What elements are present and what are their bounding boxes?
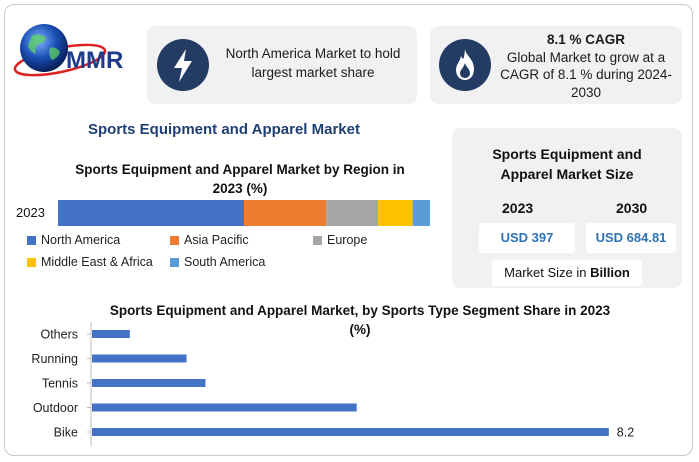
value-2023: USD 397	[500, 230, 554, 245]
market-size-title-line2: Apparel Market Size	[500, 166, 634, 182]
legend-label-south-america: South America	[184, 255, 266, 269]
legend-label-north-america: North America	[41, 233, 121, 247]
legend-swatch-asia-pacific	[170, 235, 179, 245]
region-chart-title-line1: Sports Equipment and Apparel Market by R…	[75, 162, 405, 177]
legend-south-america: South America	[170, 255, 265, 269]
data-label-bike: 8.2	[617, 426, 634, 440]
bar-outdoor	[92, 403, 357, 412]
bar-segment-north-america	[58, 200, 244, 226]
y-tick-label-others: Others	[40, 328, 78, 342]
cagr-title: 8.1 % CAGR	[546, 32, 626, 47]
cagr-line1: Global Market to grow at a	[506, 49, 666, 65]
unit-bold: Billion	[590, 265, 630, 280]
legend-label-asia-pacific: Asia Pacific	[184, 233, 249, 247]
unit-prefix: Market Size in	[504, 265, 591, 280]
mmr-logo: MMR	[10, 18, 140, 88]
y-tick-label-running: Running	[31, 352, 78, 366]
legend-swatch-middle-east-africa	[27, 257, 36, 267]
north-america-text-line2: largest market share	[251, 65, 375, 80]
market-size-title: Sports Equipment and Apparel Market Size	[452, 144, 682, 184]
north-america-text-line1: North America Market to hold	[225, 46, 401, 61]
sports-chart-title-line2: (%)	[349, 322, 371, 337]
market-size-card: Sports Equipment and Apparel Market Size…	[452, 128, 682, 288]
value-2030: USD 684.81	[595, 230, 667, 245]
legend-middle-east-africa: Middle East & Africa	[27, 255, 153, 269]
bar-running	[92, 354, 187, 363]
bar-segment-europe	[326, 200, 379, 226]
sports-chart-title: Sports Equipment and Apparel Market, by …	[60, 301, 660, 339]
market-size-title-line1: Sports Equipment and	[492, 146, 642, 162]
cagr-card: 8.1 % CAGR Global Market to grow at a CA…	[430, 26, 682, 104]
y-tick-label-outdoor: Outdoor	[33, 401, 78, 415]
north-america-text: North America Market to hold largest mar…	[215, 44, 411, 82]
legend-swatch-south-america	[170, 257, 179, 267]
bar-segment-south-america	[412, 200, 430, 226]
bar-bike	[92, 428, 609, 436]
bar-segment-middle-east-africa	[378, 200, 413, 226]
sports-bar-chart: Others Running Tennis Outdoor Bike 8.2	[31, 322, 634, 447]
legend-label-middle-east-africa: Middle East & Africa	[41, 255, 153, 269]
flame-icon	[439, 39, 491, 91]
region-chart-title: Sports Equipment and Apparel Market by R…	[58, 160, 422, 198]
year-2030-label: 2030	[616, 200, 648, 216]
value-2023-box: USD 397	[479, 223, 575, 253]
cagr-line3: 2030	[570, 84, 602, 100]
main-title: Sports Equipment and Apparel Market	[88, 121, 360, 138]
legend-europe: Europe	[313, 233, 367, 247]
region-chart-title-line2: 2023 (%)	[212, 181, 268, 196]
value-2030-box: USD 684.81	[586, 223, 676, 253]
cagr-line2: CAGR of 8.1 % during 2024-	[500, 67, 672, 82]
lightning-icon	[157, 39, 209, 91]
sports-chart-title-line1: Sports Equipment and Apparel Market, by …	[109, 303, 611, 318]
legend-swatch-north-america	[27, 235, 36, 245]
legend-swatch-europe	[313, 235, 322, 245]
logo-text: MMR	[66, 47, 123, 74]
cagr-text: 8.1 % CAGR Global Market to grow at a CA…	[494, 31, 678, 101]
region-stacked-bar	[58, 200, 430, 226]
y-tick-label-tennis: Tennis	[42, 377, 78, 391]
region-category-label: 2023	[16, 205, 45, 220]
north-america-card: North America Market to hold largest mar…	[147, 26, 417, 104]
bar-segment-asia-pacific	[244, 200, 327, 226]
legend-north-america: North America	[27, 233, 120, 247]
bar-others	[92, 330, 130, 338]
unit-box: Market Size in Billion	[492, 260, 642, 286]
year-2023-label: 2023	[502, 200, 534, 216]
y-tick-label-bike: Bike	[54, 426, 78, 440]
legend-label-europe: Europe	[327, 233, 368, 247]
bar-tennis	[92, 379, 206, 387]
legend-asia-pacific: Asia Pacific	[170, 233, 249, 247]
infographic-frame	[4, 4, 693, 456]
